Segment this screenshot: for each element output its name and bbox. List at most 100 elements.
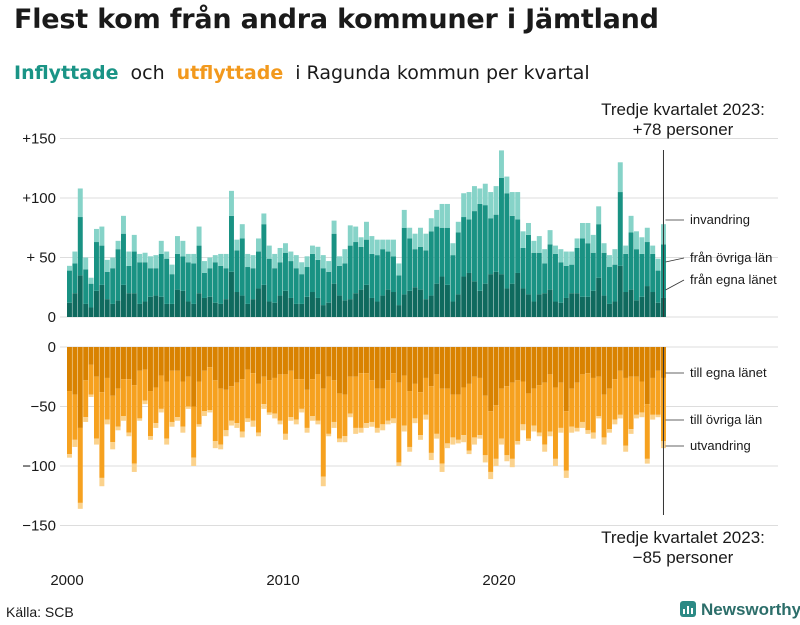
bar-inflow-local xyxy=(142,301,148,317)
bar-inflow-local xyxy=(461,276,467,317)
bar-inflow-abroad xyxy=(353,226,359,243)
bar-inflow-other xyxy=(288,261,294,298)
bar-outflow-local xyxy=(418,347,423,393)
bar-outflow-local xyxy=(563,347,569,412)
bar-outflow-abroad xyxy=(364,423,369,428)
bar-outflow-local xyxy=(277,347,283,375)
bar-outflow-local xyxy=(472,347,477,377)
bar-inflow-other xyxy=(72,263,78,294)
bar-outflow-abroad xyxy=(261,404,267,409)
bar-outflow-local xyxy=(639,347,645,382)
bar-inflow-abroad xyxy=(277,247,283,263)
bar-outflow-other xyxy=(229,386,234,421)
bar-inflow-other xyxy=(590,252,596,291)
bar-inflow-abroad xyxy=(212,255,218,263)
bar-inflow-abroad xyxy=(380,239,386,250)
bar-outflow-local xyxy=(558,347,564,383)
bar-outflow-abroad xyxy=(245,418,251,422)
bar-outflow-abroad xyxy=(288,417,294,421)
bar-outflow-abroad xyxy=(509,458,515,468)
bar-outflow-local xyxy=(477,347,483,378)
bar-outflow-abroad xyxy=(283,433,288,440)
bar-outflow-abroad xyxy=(455,439,461,444)
bar-outflow-abroad xyxy=(569,426,575,433)
legend-leader xyxy=(665,279,685,291)
bar-outflow-abroad xyxy=(342,436,348,443)
bar-inflow-abroad xyxy=(331,220,337,234)
bar-inflow-local xyxy=(634,300,639,317)
inflow-bars xyxy=(67,150,666,317)
bar-inflow-other xyxy=(477,203,483,291)
bar-outflow-other xyxy=(261,376,267,405)
bar-inflow-other xyxy=(137,262,143,304)
chart-subtitle: Inflyttade och utflyttade i Ragunda kommun … xyxy=(14,62,602,84)
bar-outflow-abroad xyxy=(337,438,342,443)
bar-inflow-other xyxy=(342,263,348,301)
bar-inflow-other xyxy=(250,268,256,300)
bar-outflow-local xyxy=(310,347,315,380)
bar-inflow-other xyxy=(418,246,423,290)
bar-outflow-other xyxy=(250,373,256,421)
bar-outflow-other xyxy=(423,377,429,415)
bar-outflow-abroad xyxy=(639,412,645,418)
bar-outflow-other xyxy=(596,376,602,417)
bar-inflow-local xyxy=(617,265,623,317)
bar-inflow-abroad xyxy=(563,251,569,266)
bar-inflow-local xyxy=(655,302,661,317)
bar-inflow-local xyxy=(331,283,337,317)
bar-inflow-local xyxy=(542,293,548,317)
bar-outflow-other xyxy=(272,377,278,414)
bar-outflow-local xyxy=(364,347,369,374)
bar-outflow-other xyxy=(418,392,423,436)
bar-outflow-local xyxy=(542,347,548,383)
bar-inflow-local xyxy=(94,290,99,317)
bar-outflow-other xyxy=(207,367,213,411)
bar-outflow-local xyxy=(293,347,299,380)
bar-outflow-local xyxy=(439,347,445,389)
bar-inflow-local xyxy=(207,296,213,317)
gridlines xyxy=(60,138,778,526)
bar-inflow-other xyxy=(623,253,629,293)
bar-inflow-local xyxy=(353,293,359,317)
bar-outflow-abroad xyxy=(391,418,396,424)
bar-outflow-local xyxy=(358,347,364,374)
bar-outflow-local xyxy=(245,347,251,370)
annotation-top-line2: +78 personer xyxy=(633,120,734,139)
bar-outflow-abroad xyxy=(185,406,191,409)
annotations: Tredje kvartalet 2023:+78 personerTredje… xyxy=(601,100,777,567)
bar-outflow-local xyxy=(315,347,321,375)
bar-inflow-abroad xyxy=(261,213,267,225)
bar-outflow-abroad xyxy=(353,427,359,434)
bar-inflow-local xyxy=(175,289,180,317)
bar-outflow-local xyxy=(412,347,418,384)
bar-outflow-other xyxy=(531,388,537,426)
y-tick-label: + 50 xyxy=(26,250,56,267)
bar-outflow-other xyxy=(482,395,488,456)
bar-inflow-local xyxy=(628,289,634,317)
bar-inflow-abroad xyxy=(407,227,413,239)
bar-inflow-abroad xyxy=(418,227,423,247)
x-axis: 2000 2010 2020 xyxy=(50,572,515,589)
bar-outflow-other xyxy=(601,394,607,438)
bar-inflow-abroad xyxy=(223,253,229,269)
bar-inflow-local xyxy=(493,271,499,317)
bar-inflow-abroad xyxy=(266,245,272,259)
bar-inflow-local xyxy=(455,294,461,317)
bar-inflow-abroad xyxy=(634,231,639,250)
bar-outflow-local xyxy=(612,347,618,380)
bar-outflow-abroad xyxy=(428,452,434,461)
bar-outflow-local xyxy=(515,347,521,381)
bar-inflow-abroad xyxy=(520,231,526,248)
bar-outflow-other xyxy=(288,370,294,418)
bar-inflow-other xyxy=(191,263,197,304)
bar-outflow-abroad xyxy=(239,431,245,438)
bar-outflow-other xyxy=(607,388,612,430)
bar-inflow-local xyxy=(180,290,186,317)
bar-outflow-other xyxy=(396,382,402,463)
x-tick-label: 2010 xyxy=(266,572,299,589)
bar-inflow-local xyxy=(547,289,553,317)
bar-inflow-abroad xyxy=(342,249,348,264)
bar-inflow-other xyxy=(164,258,170,304)
bar-inflow-abroad xyxy=(536,236,542,253)
bar-outflow-abroad xyxy=(504,455,510,462)
